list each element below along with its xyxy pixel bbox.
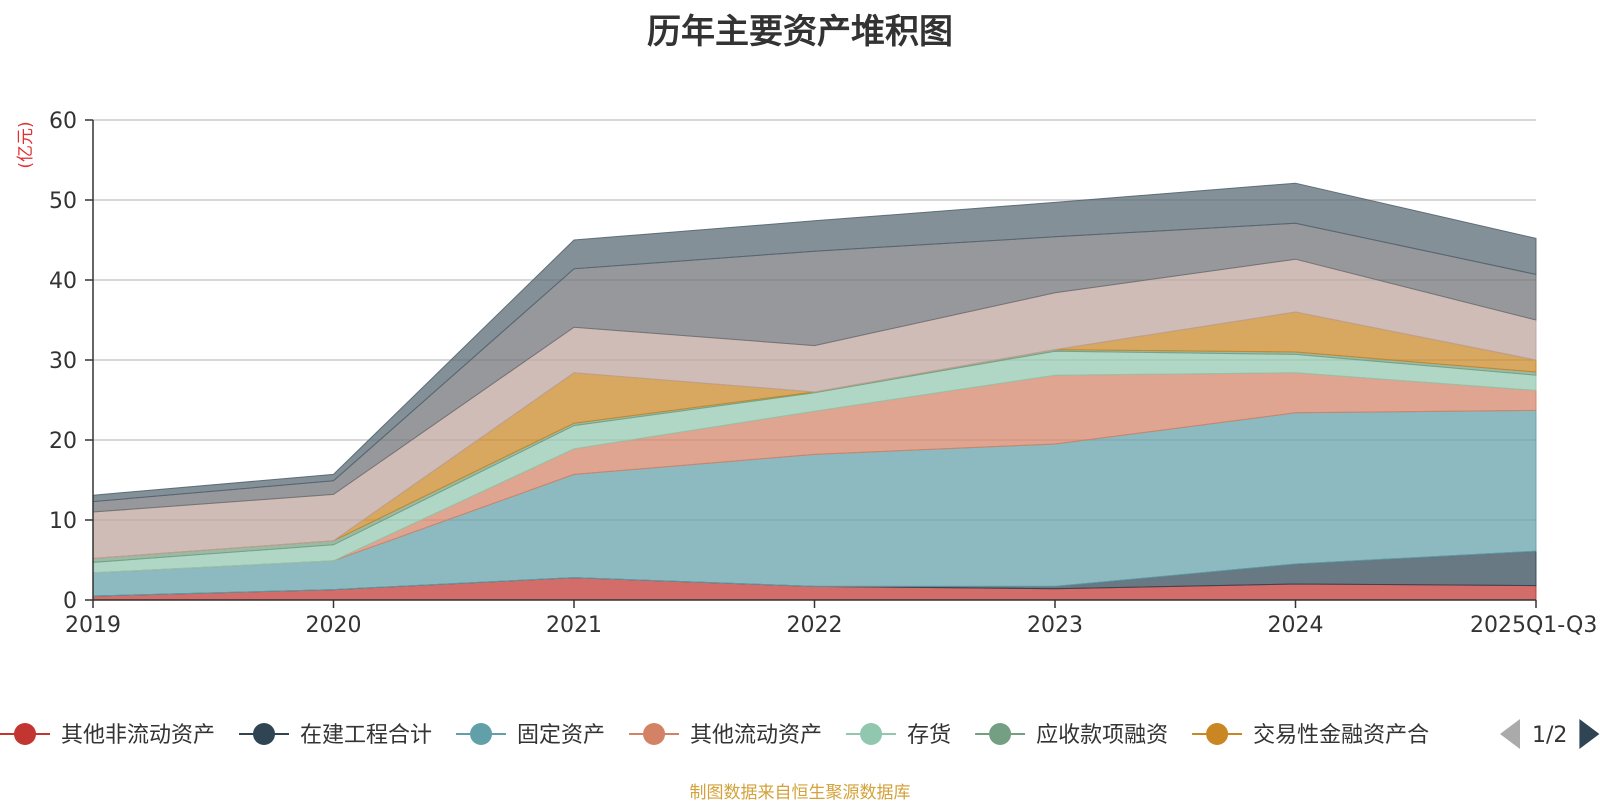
data-source-note: 制图数据来自恒生聚源数据库 — [689, 783, 911, 803]
legend-item[interactable]: 其他流动资产 — [629, 723, 822, 748]
legend-marker — [643, 723, 666, 745]
x-tick-label: 2023 — [1027, 613, 1083, 638]
legend-label: 固定资产 — [517, 723, 605, 748]
legend-label: 应收款项融资 — [1036, 723, 1168, 748]
y-tick-label: 60 — [49, 109, 77, 134]
legend-page-indicator: 1/2 — [1532, 723, 1567, 748]
legend-next-page-icon[interactable] — [1579, 719, 1600, 749]
x-tick-label: 2021 — [546, 613, 602, 638]
legend-label: 存货 — [907, 723, 951, 748]
legend-item[interactable]: 存货 — [846, 723, 951, 748]
legend-item[interactable]: 在建工程合计 — [239, 723, 432, 748]
area-series-9[interactable] — [92, 182, 1537, 503]
legend[interactable]: 其他非流动资产 在建工程合计 固定资产 其他流动资产 存货 应收款项融资 交易性金融资产合 1… — [0, 719, 1600, 749]
y-tick-label: 30 — [49, 349, 77, 374]
x-tick-label: 2025Q1-Q3 — [1470, 613, 1597, 638]
legend-item[interactable]: 应收款项融资 — [975, 723, 1168, 748]
legend-marker — [860, 723, 883, 745]
x-tick-label: 2024 — [1268, 613, 1324, 638]
legend-marker — [14, 723, 36, 745]
legend-label: 交易性金融资产合 — [1253, 723, 1429, 748]
legend-item[interactable]: 交易性金融资产合 — [1192, 723, 1429, 748]
legend-marker — [1206, 723, 1229, 745]
legend-item[interactable]: 其他非流动资产 — [0, 723, 215, 748]
x-tick-label: 2022 — [787, 613, 843, 638]
area-layer — [92, 182, 1537, 601]
y-tick-label: 40 — [49, 269, 77, 294]
y-tick-label: 0 — [63, 589, 77, 614]
y-tick-label: 50 — [49, 189, 77, 214]
legend-prev-page-icon[interactable] — [1500, 719, 1520, 749]
x-tick-label: 2019 — [65, 613, 121, 638]
y-tick-label: 20 — [49, 429, 77, 454]
x-tick-label: 2020 — [306, 613, 362, 638]
legend-marker — [470, 723, 493, 745]
legend-marker — [989, 723, 1012, 745]
y-tick-label: 10 — [49, 509, 77, 534]
y-axis-unit-label: (亿元) — [16, 121, 36, 168]
legend-label: 在建工程合计 — [300, 723, 432, 748]
legend-marker — [253, 723, 276, 745]
legend-label: 其他非流动资产 — [61, 723, 215, 748]
axis-layer: 0 10 20 30 40 50 60 2019 2020 2021 2022 2023 2024 202… — [49, 109, 1597, 638]
legend-item[interactable]: 固定资产 — [456, 723, 605, 748]
chart-title: 历年主要资产堆积图 — [647, 12, 953, 52]
legend-label: 其他流动资产 — [690, 723, 822, 748]
